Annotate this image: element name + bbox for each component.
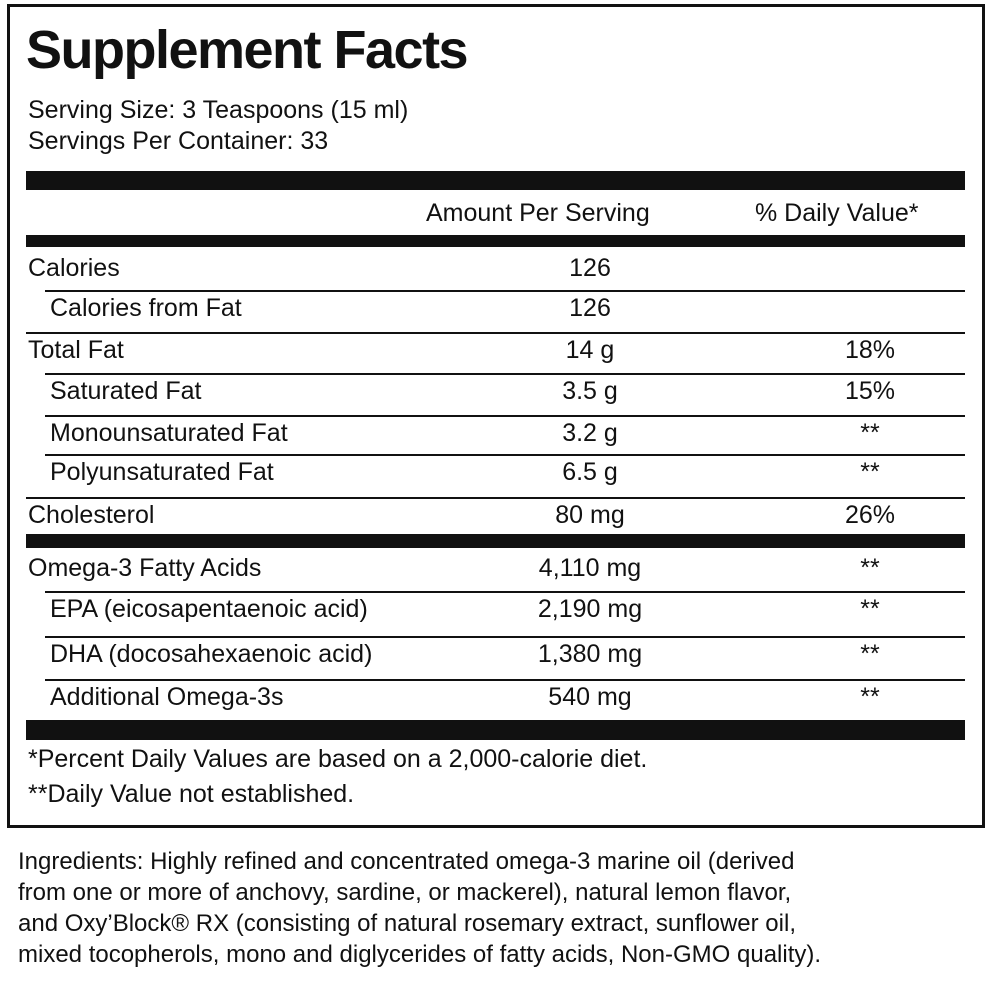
thick-rule	[26, 720, 965, 740]
nutrient-name: Calories from Fat	[50, 294, 242, 322]
thick-rule	[26, 534, 965, 548]
nutrient-name: Saturated Fat	[50, 377, 202, 405]
amount: 126	[569, 294, 611, 322]
nutrient-name: Cholesterol	[28, 501, 155, 529]
nutrient-name: Polyunsaturated Fat	[50, 458, 274, 486]
nutrient-name: Total Fat	[28, 336, 124, 364]
row-rule	[45, 636, 965, 638]
ingredients-line: mixed tocopherols, mono and diglycerides…	[18, 941, 822, 968]
amount: 4,110 mg	[538, 554, 642, 582]
nutrient-name: Omega-3 Fatty Acids	[28, 554, 262, 582]
footnote: **Daily Value not established.	[28, 780, 355, 808]
row-rule	[26, 497, 965, 499]
daily-value: 18%	[844, 336, 896, 364]
ingredients-line: from one or more of anchovy, sardine, or…	[18, 879, 792, 906]
daily-value: **	[860, 640, 880, 668]
amount: 3.2 g	[562, 419, 618, 447]
amount: 540 mg	[548, 683, 632, 711]
daily-value: **	[860, 554, 880, 582]
serving-size: Serving Size: 3 Teaspoons (15 ml)	[28, 96, 409, 124]
amount: 14 g	[565, 336, 615, 364]
facts-panel	[7, 4, 985, 828]
daily-value: **	[860, 595, 880, 623]
nutrient-name: Additional Omega-3s	[50, 683, 284, 711]
nutrient-name: EPA (eicosapentaenoic acid)	[50, 595, 368, 623]
daily-value: **	[860, 419, 880, 447]
amount: 2,190 mg	[537, 595, 643, 623]
daily-value: 15%	[844, 377, 896, 405]
title: Supplement Facts	[26, 20, 469, 80]
amount: 3.5 g	[562, 377, 618, 405]
daily-value: **	[860, 683, 880, 711]
ingredients-line: Ingredients: Highly refined and concentr…	[18, 848, 795, 875]
ingredients-line: and Oxy’Block® RX (consisting of natural…	[18, 910, 796, 937]
thick-rule	[26, 171, 965, 190]
nutrient-name: Monounsaturated Fat	[50, 419, 288, 447]
daily-value: 26%	[844, 501, 896, 529]
row-rule	[45, 415, 965, 417]
row-rule	[45, 373, 965, 375]
column-header: % Daily Value*	[755, 199, 919, 227]
row-rule	[26, 332, 965, 334]
nutrient-name: DHA (docosahexaenoic acid)	[50, 640, 373, 668]
row-rule	[45, 454, 965, 456]
thick-rule	[26, 235, 965, 247]
amount: 80 mg	[555, 501, 625, 529]
daily-value: **	[860, 458, 880, 486]
footnote: *Percent Daily Values are based on a 2,0…	[28, 745, 648, 773]
row-rule	[45, 290, 965, 292]
amount: 126	[569, 254, 611, 282]
column-header: Amount Per Serving	[426, 199, 650, 227]
amount: 6.5 g	[562, 458, 618, 486]
row-rule	[45, 679, 965, 681]
row-rule	[45, 591, 965, 593]
nutrient-name: Calories	[28, 254, 120, 282]
amount: 1,380 mg	[537, 640, 643, 668]
servings-per-container: Servings Per Container: 33	[28, 127, 329, 155]
